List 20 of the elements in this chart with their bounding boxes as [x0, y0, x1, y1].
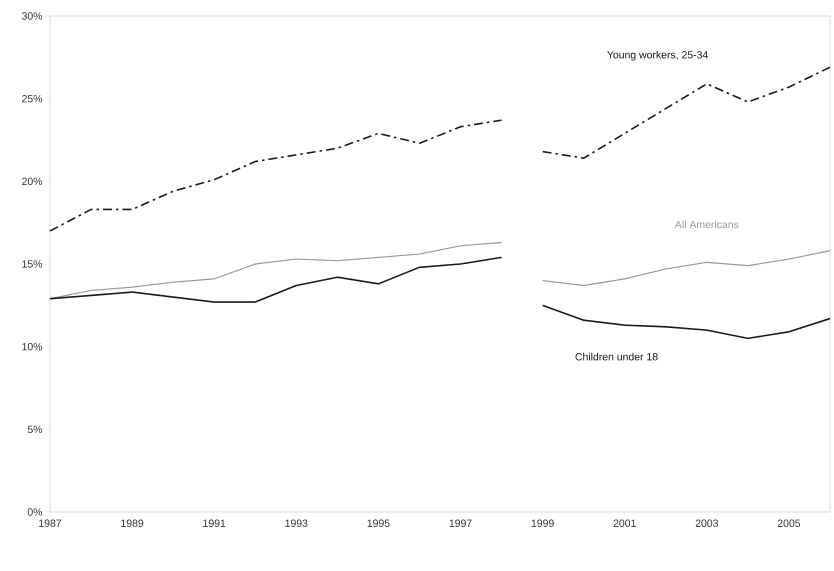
x-tick-label: 1995: [368, 520, 390, 527]
y-tick-label: 20%: [22, 178, 42, 186]
y-tick-label: 0%: [28, 508, 42, 516]
x-tick-label: 2003: [696, 520, 718, 527]
x-tick-label: 1999: [532, 520, 554, 527]
x-tick-label: 1991: [203, 520, 226, 527]
text: All Americans: [674, 220, 738, 228]
y-tick-label: 10%: [22, 342, 42, 350]
x-tick-label: 1993: [285, 520, 308, 527]
text: Young workers, 25-34: [607, 50, 708, 61]
y-tick-label: 25%: [22, 94, 42, 102]
x-tick-label: 1997: [450, 520, 472, 527]
x-tick-label: 1989: [121, 520, 144, 527]
text: Children under 18: [575, 352, 658, 360]
y-tick-label: 5%: [28, 426, 42, 434]
x-tick-label: 2001: [614, 520, 636, 527]
x-tick-label: 2005: [778, 520, 800, 527]
y-tick-label: 15%: [22, 260, 42, 268]
y-tick-label: 30%: [22, 12, 42, 20]
x-tick-label: 1987: [39, 520, 62, 527]
